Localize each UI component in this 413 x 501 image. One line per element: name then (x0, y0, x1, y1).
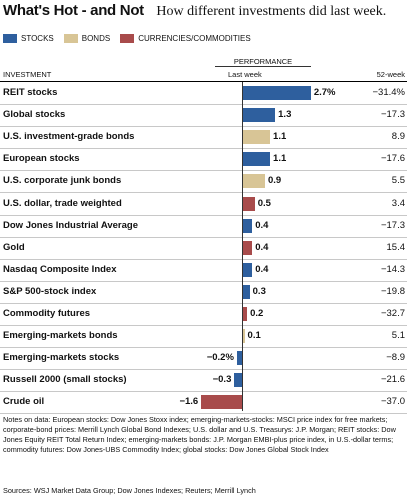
performance-rule (215, 66, 311, 67)
chart-row: Emerging-markets stocks −0.2% −8.9 (0, 347, 407, 371)
bar-value-label: −0.2% (206, 352, 234, 364)
week52-value: 5.5 (391, 175, 405, 187)
legend-item-bonds: BONDS (63, 34, 111, 43)
bar-value-label: 0.2 (250, 308, 264, 319)
week52-value: −21.6 (380, 374, 405, 386)
week52-value: −17.3 (380, 219, 405, 231)
chart-row: U.S. dollar, trade weighted 0.5 3.4 (0, 193, 407, 216)
chart-subtitle: How different investments did last week. (156, 4, 387, 19)
week52-value: −19.8 (380, 285, 405, 297)
week52-value: −8.9 (386, 352, 405, 364)
category-label: European stocks (3, 153, 80, 165)
notes-text: Notes on data: European stocks: Dow Jone… (3, 415, 396, 454)
legend-item-commodities: CURRENCIES/COMMODITIES (120, 34, 251, 43)
bar-value-label: 0.3 (252, 285, 266, 297)
category-label: Gold (3, 241, 25, 253)
bar (234, 373, 242, 388)
bar (242, 152, 271, 167)
chart-row: Gold 0.4 15.4 (0, 237, 407, 260)
week52-column-header: 52-week (376, 70, 405, 79)
bar-value-label: 1.3 (278, 109, 292, 121)
legend: STOCKS BONDS CURRENCIES/COMMODITIES (3, 34, 261, 43)
chart-row: Crude oil −1.6 −37.0 (0, 391, 407, 415)
week52-value: 5.1 (391, 330, 405, 342)
bar (242, 174, 265, 189)
bar (242, 284, 250, 299)
bar-value-label: 1.1 (273, 153, 287, 165)
legend-swatch-commodities (120, 34, 135, 43)
chart-row: Nasdaq Composite Index 0.4 −14.3 (0, 259, 407, 282)
category-label: Crude oil (3, 396, 45, 408)
bar (242, 130, 271, 145)
category-label: U.S. dollar, trade weighted (3, 197, 122, 209)
header-rule (0, 81, 407, 82)
chart-row: U.S. corporate junk bonds 0.9 5.5 (0, 170, 407, 194)
chart-row: Emerging-markets bonds 0.1 5.1 (0, 325, 407, 349)
bar (242, 240, 253, 255)
category-label: S&P 500-stock index (3, 285, 97, 297)
bar-value-label: −0.3 (212, 374, 232, 386)
category-label: Global stocks (3, 109, 66, 121)
category-label: Russell 2000 (small stocks) (3, 374, 127, 386)
week52-value: −32.7 (380, 308, 405, 319)
chart-title: What's Hot - and Not (3, 2, 144, 19)
week52-value: −17.6 (380, 153, 405, 165)
bar-value-label: 0.4 (255, 263, 269, 275)
bar-value-label: 2.7% (313, 87, 336, 98)
performance-header: PERFORMANCE (233, 57, 293, 66)
week52-value: −14.3 (380, 263, 405, 275)
legend-label-bonds: BONDS (81, 34, 111, 43)
category-label: Commodity futures (3, 308, 91, 319)
bar-value-label: 0.1 (247, 330, 261, 342)
investment-column-header: INVESTMENT (3, 70, 52, 79)
category-label: REIT stocks (3, 87, 58, 98)
bar (242, 307, 248, 321)
bar (242, 196, 255, 211)
week52-value: −37.0 (380, 396, 405, 408)
category-label: Emerging-markets stocks (3, 352, 120, 364)
legend-item-stocks: STOCKS (3, 34, 54, 43)
category-label: Dow Jones Industrial Average (3, 219, 138, 231)
bar-value-label: 0.4 (255, 241, 269, 253)
week52-value: 3.4 (391, 197, 405, 209)
week52-value: 8.9 (391, 131, 405, 143)
sources-text: Sources: WSJ Market Data Group; Dow Jone… (3, 486, 256, 495)
legend-swatch-bonds (63, 34, 78, 43)
bar (242, 108, 276, 123)
bar (242, 329, 245, 344)
zero-axis-line (242, 82, 243, 411)
category-label: U.S. investment-grade bonds (3, 131, 135, 143)
legend-label-stocks: STOCKS (21, 34, 54, 43)
bar (201, 395, 242, 410)
bar-value-label: 0.5 (257, 197, 271, 209)
legend-label-commodities: CURRENCIES/COMMODITIES (138, 34, 251, 43)
week52-value: −17.3 (380, 109, 405, 121)
legend-swatch-stocks (3, 34, 17, 43)
chart-row: Russell 2000 (small stocks) −0.3 −21.6 (0, 369, 407, 393)
chart-row: U.S. investment-grade bonds 1.1 8.9 (0, 126, 407, 150)
last-week-column-header: Last week (228, 70, 262, 79)
bar-value-label: −1.6 (179, 396, 199, 408)
category-label: Emerging-markets bonds (3, 330, 118, 342)
bar-value-label: 0.4 (255, 219, 269, 231)
bar (242, 262, 253, 277)
chart-row: REIT stocks 2.7% −31.4% (0, 82, 407, 105)
chart-row: Commodity futures 0.2 −32.7 (0, 303, 407, 326)
bar (242, 86, 311, 100)
chart-header: What's Hot - and Not How different inves… (3, 2, 386, 20)
bar-value-label: 1.1 (273, 131, 287, 143)
chart-row: S&P 500-stock index 0.3 −19.8 (0, 281, 407, 304)
week52-value: 15.4 (386, 241, 406, 253)
week52-value: −31.4% (372, 87, 406, 98)
chart-row: Global stocks 1.3 −17.3 (0, 104, 407, 128)
category-label: Nasdaq Composite Index (3, 263, 117, 275)
chart-row: European stocks 1.1 −17.6 (0, 148, 407, 172)
bar (242, 218, 253, 233)
category-label: U.S. corporate junk bonds (3, 175, 122, 187)
bar (236, 351, 242, 366)
chart-row: Dow Jones Industrial Average 0.4 −17.3 (0, 215, 407, 238)
bar-value-label: 0.9 (267, 175, 282, 187)
